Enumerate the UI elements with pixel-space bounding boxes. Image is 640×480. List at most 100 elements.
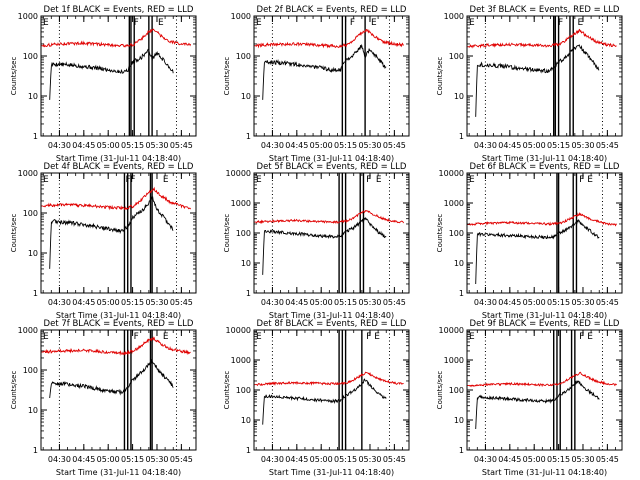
y-axis-label: Counts/sec [10, 214, 18, 253]
lld-series-line [254, 209, 405, 225]
x-tick-label: 05:00 [310, 298, 333, 307]
y-tick-label: 1000 [444, 356, 464, 365]
detector-panel: Det 3f BLACK = Events, RED = LLD Counts/s… [436, 5, 623, 163]
lld-series-line [467, 371, 617, 388]
y-tick-label: 100 [236, 52, 251, 61]
y-tick-label: 1 [246, 132, 251, 141]
x-axis-label: Start Time (31-Jul-11 04:18:40) [269, 468, 394, 477]
events-series-line [49, 196, 174, 269]
y-tick-label: 1000 [18, 169, 38, 178]
panel-title: Det 3f BLACK = Events, RED = LLD [470, 5, 620, 15]
y-axis-label: Counts/sec [436, 371, 444, 410]
y-tick-label: 10 [28, 406, 38, 415]
events-series-line [475, 380, 600, 430]
interval-marker-label: E [577, 18, 583, 28]
x-tick-label: 04:45 [285, 141, 308, 150]
interval-marker-label: E [163, 332, 169, 342]
y-axis-label: Counts/sec [436, 57, 444, 96]
x-tick-label: 05:30 [145, 141, 168, 150]
x-tick-label: 05:15 [547, 455, 570, 464]
interval-marker-label: E [374, 332, 380, 342]
lld-series-line [254, 28, 404, 49]
interval-marker-label: F [130, 175, 135, 185]
corner-marker-label: E [256, 18, 262, 28]
detector-panel: Det 1f BLACK = Events, RED = LLD Counts/s… [10, 5, 197, 163]
x-axis-label: Start Time (31-Jul-11 04:18:40) [56, 154, 181, 163]
x-tick-label: 05:30 [145, 298, 168, 307]
panel-title: Det 1f BLACK = Events, RED = LLD [44, 5, 194, 15]
plot-frame [40, 172, 197, 294]
x-tick-label: 04:30 [48, 141, 71, 150]
interval-marker-label: F [134, 332, 139, 342]
plot-frame [40, 329, 197, 451]
x-tick-label: 05:30 [571, 455, 594, 464]
x-tick-label: 05:45 [596, 141, 619, 150]
x-tick-label: 05:30 [571, 298, 594, 307]
y-tick-label: 1 [459, 289, 464, 298]
corner-marker-label: E [469, 175, 475, 185]
y-tick-label: 1000 [231, 199, 251, 208]
interval-marker-label: E [371, 18, 377, 28]
panel-title: Det 6f BLACK = Events, RED = LLD [470, 162, 620, 172]
corner-marker-label: E [469, 332, 475, 342]
lld-series-line [41, 186, 191, 211]
x-tick-label: 04:45 [498, 141, 521, 150]
detector-panel: Det 6f BLACK = Events, RED = LLD Counts/s… [436, 162, 623, 320]
detector-panel: Det 2f BLACK = Events, RED = LLD Counts/s… [223, 5, 410, 163]
y-tick-label: 100 [236, 386, 251, 395]
y-tick-label: 100 [449, 52, 464, 61]
y-tick-label: 1000 [18, 12, 38, 21]
interval-marker-label: E [587, 332, 593, 342]
lld-series-line [41, 336, 191, 356]
corner-marker-label: E [256, 175, 262, 185]
interval-marker-label: F [579, 332, 584, 342]
corner-marker-label: E [469, 18, 475, 28]
x-tick-label: 04:30 [474, 298, 497, 307]
x-tick-label: 05:15 [121, 455, 144, 464]
interval-marker-label: F [125, 175, 130, 185]
x-tick-label: 05:45 [383, 141, 406, 150]
detector-panel: Det 7f BLACK = Events, RED = LLD Counts/s… [10, 319, 197, 477]
x-axis-label: Start Time (31-Jul-11 04:18:40) [482, 468, 607, 477]
y-tick-label: 1000 [18, 326, 38, 335]
x-tick-label: 05:45 [383, 455, 406, 464]
x-tick-label: 05:15 [334, 141, 357, 150]
y-axis-label: Counts/sec [223, 214, 231, 253]
x-axis-label: Start Time (31-Jul-11 04:18:40) [56, 468, 181, 477]
detector-panel: Det 4f BLACK = Events, RED = LLD Counts/s… [10, 162, 197, 320]
interval-marker-label: F [558, 18, 563, 28]
interval-marker-label: F [366, 332, 371, 342]
lld-series-line [254, 371, 404, 387]
y-tick-label: 10 [28, 249, 38, 258]
x-tick-label: 05:00 [310, 455, 333, 464]
y-tick-label: 10 [28, 92, 38, 101]
x-tick-label: 04:45 [285, 298, 308, 307]
x-tick-label: 05:15 [334, 455, 357, 464]
x-tick-label: 04:30 [261, 298, 284, 307]
y-tick-label: 1000 [444, 12, 464, 21]
x-tick-label: 05:15 [547, 141, 570, 150]
y-tick-label: 10 [454, 416, 464, 425]
y-axis-label: Counts/sec [436, 214, 444, 253]
plot-frame [466, 15, 623, 137]
detector-panel: Det 8f BLACK = Events, RED = LLD Counts/s… [223, 319, 410, 477]
events-series-line [49, 359, 174, 399]
events-series-line [262, 216, 387, 275]
y-axis-label: Counts/sec [223, 371, 231, 410]
plot-frame [40, 15, 197, 137]
x-tick-label: 04:30 [261, 455, 284, 464]
y-tick-label: 100 [23, 52, 38, 61]
plot-frame [253, 172, 410, 294]
y-tick-label: 100 [236, 229, 251, 238]
y-tick-label: 1 [246, 446, 251, 455]
corner-marker-label: E [43, 332, 49, 342]
x-axis-label: Start Time (31-Jul-11 04:18:40) [269, 154, 394, 163]
plot-frame [253, 15, 410, 137]
y-axis-label: Counts/sec [10, 57, 18, 96]
x-axis-label: Start Time (31-Jul-11 04:18:40) [482, 154, 607, 163]
lld-series-line [41, 28, 192, 48]
interval-marker-label: E [158, 18, 164, 28]
interval-marker-label: E [376, 175, 382, 185]
plot-frame [253, 329, 410, 451]
